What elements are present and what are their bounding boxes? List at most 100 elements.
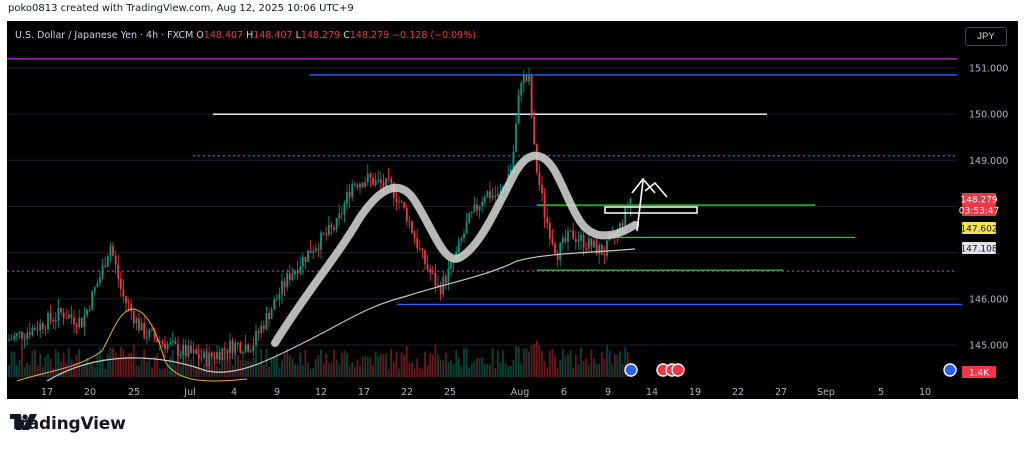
volume-bar [382,353,385,377]
tradingview-logo-icon [10,414,37,430]
candle-body [307,250,309,262]
candle-body [478,205,481,211]
candle-body [301,256,304,267]
volume-bar [520,363,523,377]
volume-bar [533,343,536,377]
candle-body [546,217,549,224]
candle-body [374,179,377,186]
candle-body [13,335,16,340]
candle-body [288,273,291,281]
volume-bar [122,350,125,377]
volume-bar [340,352,343,377]
volume-bar [496,350,499,377]
chart-background [7,21,1018,399]
volume-bar [465,348,468,377]
volume-bar [62,352,65,377]
volume-bar [442,360,445,377]
candle-body [41,323,44,330]
volume-bar [369,357,372,377]
volume-bar [541,350,543,377]
volume-bar [361,356,364,377]
candle-body [143,323,146,338]
volume-bar [390,349,393,377]
volume-bar [135,365,138,377]
volume-bar [65,362,68,377]
x-tick-label: 17 [358,387,370,398]
candle-body [252,345,255,352]
candle-body [541,185,543,194]
volume-bar [359,365,361,377]
ma-slow-tag-bg [962,242,996,254]
candle-body [80,318,83,328]
candle-body [372,177,374,186]
change-value: −0.128 (−0.09%) [392,30,476,41]
volume-bar [379,353,382,377]
candle-body [486,191,489,198]
candle-body [543,193,546,218]
candle-body [439,284,442,295]
volume-bar [130,352,133,377]
candle-body [382,182,385,187]
breakout-arrow-annotation [631,177,668,232]
candle-body [236,342,239,344]
volume-bar [73,362,75,377]
candle-body [234,342,237,353]
candle-body [473,204,476,212]
candle-body [138,318,140,331]
volume-bar [385,353,387,377]
chart-area[interactable]: 151.000 150.000 149.000 146.000 145.000 17 20 2… [7,21,1018,399]
volume-bar [408,363,411,377]
volume-bar [353,366,356,377]
candle-body [195,349,198,354]
volume-bar [221,359,224,377]
candle-body [369,173,372,178]
ma-slow-tag: 147.108 [960,245,997,255]
close-label: C [343,30,350,41]
candle-body [320,232,322,250]
volume-bar [468,367,471,377]
volume-bar [288,355,291,377]
volume-bar [489,364,491,377]
volume-bar [44,356,47,377]
candle-body [590,238,593,248]
candle-body [226,350,229,353]
countdown-tag: 03:53:47 [959,207,999,217]
candle-body [330,224,333,228]
volume-bar [572,367,575,377]
volume-bar [114,352,117,377]
candle-body [52,320,55,322]
candle-body [88,309,91,311]
currency-button[interactable]: JPY [965,27,1007,46]
volume-bar [104,368,107,377]
candle-body [361,183,364,188]
candle-body [47,313,49,330]
candle-body [450,262,452,269]
volume-bar [169,356,172,377]
volume-bar [197,348,200,377]
candle-body [15,333,18,336]
candle-body [408,221,411,223]
candle-body [34,327,36,330]
volume-bar [567,354,569,377]
candle-body [606,240,608,256]
volume-bar [364,355,367,377]
candle-body [322,232,325,235]
price-chart[interactable]: 151.000 150.000 149.000 146.000 145.000 17 20 2… [7,21,1018,399]
volume-bar [320,349,322,377]
volume-bar [447,362,450,377]
candle-body [538,172,541,186]
candle-body [489,191,491,198]
volume-bar [99,348,101,377]
candle-body [496,193,499,197]
volume-bar [504,363,507,377]
candle-body [390,179,393,184]
candle-body [223,348,226,351]
close-value: 148.279 [349,30,390,41]
candle-body [44,329,47,331]
ma-fast-line [16,308,248,382]
volume-bar [153,356,156,377]
volume-bar [343,350,346,377]
volume-bar [556,368,559,377]
candle-body [184,344,187,356]
volume-bar [304,349,307,377]
